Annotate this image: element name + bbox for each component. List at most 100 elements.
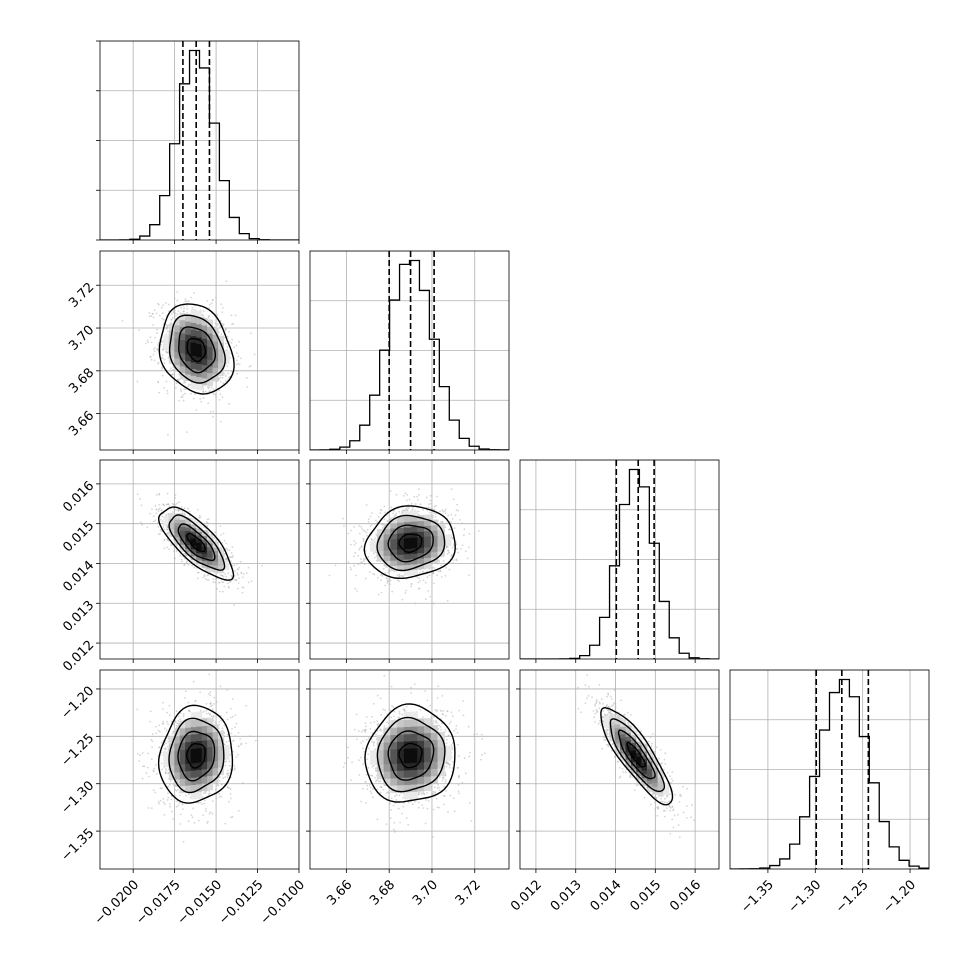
histogram-panel-1 bbox=[310, 251, 509, 454]
scatter-point bbox=[152, 324, 154, 326]
scatter-point bbox=[411, 503, 413, 505]
scatter-point bbox=[212, 800, 214, 802]
scatter-point bbox=[461, 522, 463, 524]
scatter-point bbox=[157, 522, 159, 524]
scatter-point bbox=[418, 577, 420, 579]
scatter-point bbox=[363, 560, 365, 562]
scatter-point bbox=[179, 555, 181, 557]
scatter-point bbox=[172, 503, 174, 505]
density-cell bbox=[384, 539, 391, 545]
scatter-point bbox=[357, 555, 359, 557]
scatter-point bbox=[186, 305, 188, 307]
scatter-point bbox=[418, 514, 420, 516]
scatter-point bbox=[202, 388, 204, 390]
scatter-point bbox=[156, 313, 158, 315]
scatter-point bbox=[199, 802, 201, 804]
scatter-point bbox=[158, 725, 160, 727]
density-cell bbox=[191, 342, 197, 349]
scatter-point bbox=[242, 577, 244, 579]
scatter-point bbox=[227, 776, 229, 778]
scatter-point bbox=[214, 582, 216, 584]
scatter-point bbox=[355, 575, 357, 577]
scatter-point bbox=[205, 710, 207, 712]
scatter-point bbox=[210, 411, 212, 413]
scatter-point bbox=[342, 518, 344, 520]
scatter-point bbox=[381, 510, 383, 512]
scatter-point bbox=[231, 733, 233, 735]
scatter-point bbox=[164, 547, 166, 549]
scatter-point bbox=[436, 575, 438, 577]
scatter-point bbox=[374, 557, 376, 559]
scatter-point bbox=[175, 312, 177, 314]
scatter-point bbox=[145, 343, 147, 345]
scatter-point bbox=[172, 818, 174, 820]
scatter-point bbox=[227, 336, 229, 338]
scatter-point bbox=[395, 514, 397, 516]
scatter-point bbox=[162, 515, 164, 517]
scatter-point bbox=[226, 346, 228, 348]
scatter-point bbox=[147, 341, 149, 343]
scatter-point bbox=[358, 525, 360, 527]
scatter-point bbox=[463, 534, 465, 536]
scatter-point bbox=[163, 319, 165, 321]
scatter-point bbox=[178, 716, 180, 718]
scatter-point bbox=[188, 794, 190, 796]
scatter-point bbox=[349, 567, 351, 569]
scatter-point bbox=[149, 513, 151, 515]
scatter-point bbox=[433, 603, 435, 605]
scatter-point bbox=[242, 782, 244, 784]
scatter-panel-3-0 bbox=[96, 670, 299, 873]
scatter-point bbox=[231, 339, 233, 341]
scatter-point bbox=[236, 563, 238, 565]
scatter-point bbox=[462, 545, 464, 547]
scatter-point bbox=[178, 400, 180, 402]
scatter-point bbox=[199, 398, 201, 400]
scatter-point bbox=[183, 388, 185, 390]
scatter-point bbox=[162, 526, 164, 528]
scatter-point bbox=[425, 582, 427, 584]
scatter-point bbox=[207, 522, 209, 524]
scatter-point bbox=[445, 567, 447, 569]
scatter-point bbox=[375, 519, 377, 521]
scatter-point bbox=[453, 559, 455, 561]
scatter-point bbox=[429, 596, 431, 598]
scatter-point bbox=[220, 720, 222, 722]
scatter-point bbox=[172, 369, 174, 371]
scatter-point bbox=[452, 518, 454, 520]
scatter-point bbox=[225, 280, 227, 282]
scatter-point bbox=[187, 386, 189, 388]
scatter-point bbox=[228, 801, 230, 803]
scatter-point bbox=[137, 493, 139, 495]
scatter-point bbox=[219, 399, 221, 401]
scatter-point bbox=[414, 603, 416, 605]
scatter-point bbox=[373, 552, 375, 554]
scatter-point bbox=[157, 526, 159, 528]
scatter-point bbox=[146, 526, 148, 528]
scatter-point bbox=[158, 509, 160, 511]
scatter-point bbox=[227, 572, 229, 574]
scatter-point bbox=[390, 506, 392, 508]
density-cell bbox=[404, 516, 411, 522]
scatter-point bbox=[223, 533, 225, 535]
density-cell bbox=[207, 346, 213, 353]
scatter-point bbox=[172, 317, 174, 319]
scatter-point bbox=[387, 520, 389, 522]
scatter-point bbox=[468, 547, 470, 549]
scatter-point bbox=[207, 387, 209, 389]
scatter-point bbox=[434, 506, 436, 508]
scatter-point bbox=[212, 416, 214, 418]
scatter-point bbox=[430, 507, 432, 509]
density-cell bbox=[397, 517, 404, 523]
scatter-point bbox=[428, 503, 430, 505]
density-cell bbox=[411, 537, 418, 543]
scatter-point bbox=[455, 559, 457, 561]
scatter-point bbox=[213, 716, 215, 718]
scatter-point bbox=[427, 590, 429, 592]
scatter-point bbox=[222, 396, 224, 398]
scatter-point bbox=[224, 776, 226, 778]
scatter-point bbox=[261, 565, 263, 567]
scatter-point bbox=[231, 546, 233, 548]
density-cell bbox=[444, 534, 451, 540]
density-cell bbox=[196, 343, 202, 350]
